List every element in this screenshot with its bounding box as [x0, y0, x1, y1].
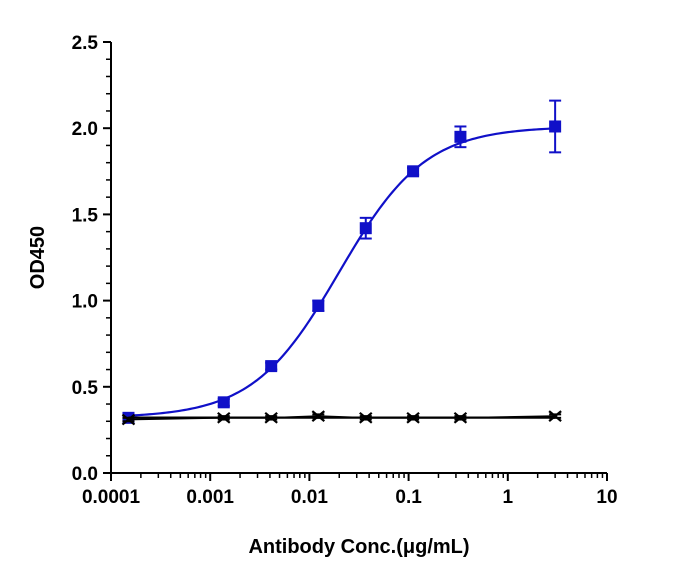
data-point	[217, 411, 231, 424]
data-point	[265, 360, 278, 373]
x-tick-label: 0.0001	[82, 487, 141, 508]
x-axis: 0.0001 0.001 0.01 0.1 1 10	[82, 472, 618, 508]
y-tick-label: 0.0	[72, 464, 98, 485]
x-marker-stroke	[311, 410, 326, 422]
x-marker-stroke	[406, 411, 420, 424]
x-tick-label: 0.01	[291, 487, 328, 508]
data-point	[453, 411, 468, 424]
x-tick-label: 0.001	[186, 487, 234, 508]
data-point	[454, 130, 467, 143]
x-tick-label: 10	[596, 487, 617, 508]
data-point	[549, 120, 562, 133]
y-tick-label: 2.5	[72, 33, 99, 54]
data-point	[217, 396, 230, 409]
x-marker-stroke	[264, 411, 278, 424]
y-axis-title: OD450	[27, 226, 49, 289]
x-marker-stroke	[359, 411, 373, 424]
data-point	[359, 411, 373, 424]
series-2	[121, 410, 562, 426]
x-marker-stroke	[453, 411, 468, 424]
x-axis-title: Antibody Conc.(μg/mL)	[248, 536, 469, 558]
x-tick-label: 1	[503, 487, 514, 508]
x-marker-stroke	[121, 413, 136, 426]
x-marker-stroke	[548, 410, 562, 422]
y-tick-label: 0.5	[72, 378, 99, 399]
x-marker-stroke	[217, 411, 231, 424]
y-tick-label: 2.0	[72, 119, 98, 140]
y-tick-label: 1.5	[72, 205, 99, 226]
data-point	[406, 411, 420, 424]
data-point	[311, 410, 326, 422]
data-point	[548, 410, 562, 422]
y-axis: 0.0 0.5 1.0 1.5 2.0 2.5	[72, 33, 112, 485]
data-point	[121, 413, 136, 426]
data-point	[359, 222, 372, 235]
series-1	[122, 99, 562, 424]
series-1-fit-line	[128, 127, 556, 417]
data-point	[264, 411, 278, 424]
x-tick-label: 0.1	[395, 487, 422, 508]
y-tick-label: 1.0	[72, 292, 98, 313]
data-point	[407, 165, 420, 178]
data-point	[312, 299, 325, 312]
plot-area	[121, 99, 562, 426]
series-2-connector-line	[128, 415, 556, 421]
